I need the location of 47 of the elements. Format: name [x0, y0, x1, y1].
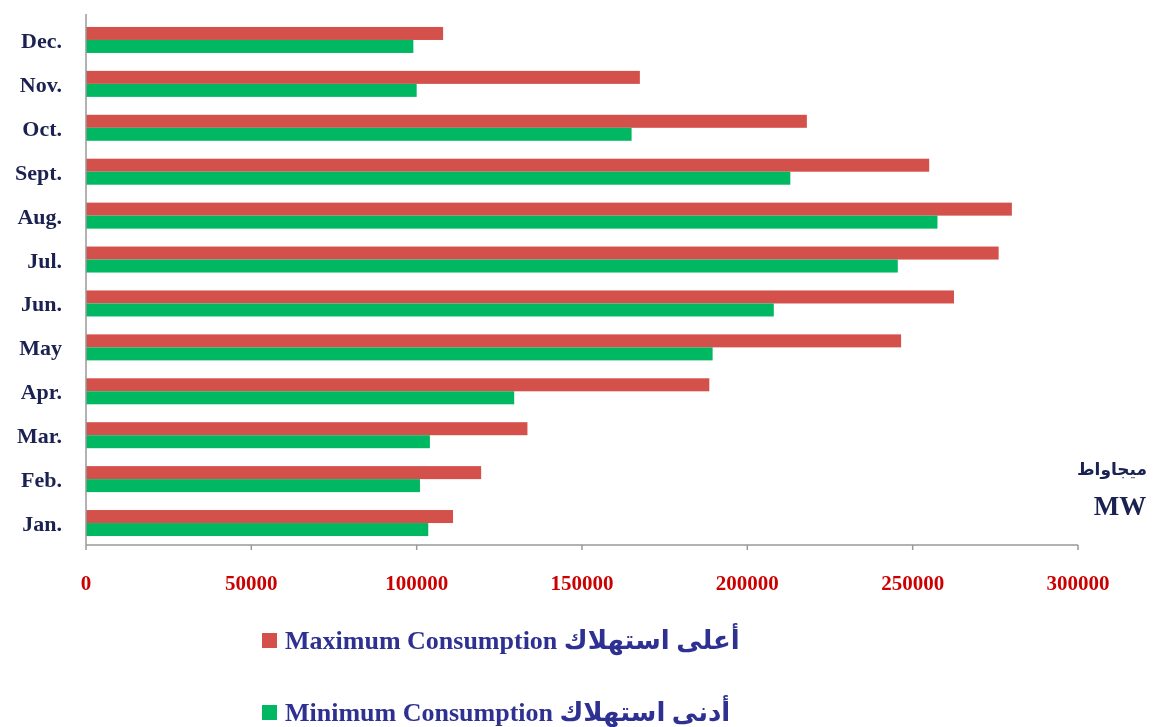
x-tick-label: 200000 [715, 571, 779, 595]
annotation: ميجاواط [1076, 459, 1148, 480]
bar [86, 127, 632, 141]
bar [86, 290, 954, 304]
bar [86, 334, 902, 348]
bar [86, 39, 414, 53]
bar [86, 435, 430, 449]
y-tick-label: Jul. [27, 247, 62, 273]
bar [86, 466, 482, 480]
bar [86, 479, 420, 493]
bar [86, 171, 791, 185]
bar [86, 246, 999, 260]
bar [86, 378, 710, 392]
legend-label: Minimum Consumption أدنى استهلاك [285, 695, 731, 727]
x-axis-title: MW [1093, 491, 1147, 521]
y-tick-label: Dec. [21, 27, 62, 53]
legend-label: Maximum Consumption أعلى استهلاك [285, 623, 740, 656]
bar [86, 347, 713, 361]
bar [86, 391, 515, 405]
bar [86, 259, 898, 273]
x-tick-label: 150000 [550, 571, 614, 595]
x-tick-label: 300000 [1046, 571, 1110, 595]
y-tick-label: May [19, 335, 62, 361]
bar [86, 202, 1012, 216]
y-tick-label: Apr. [20, 379, 62, 405]
x-tick-label: 100000 [385, 571, 449, 595]
y-tick-label: Mar. [16, 423, 62, 449]
y-tick-label: Oct. [22, 115, 62, 141]
y-tick-label: Jun. [21, 291, 62, 317]
bar [86, 523, 429, 537]
bar [86, 83, 417, 97]
bar [86, 422, 528, 436]
y-tick-label: Sept. [14, 159, 62, 185]
bar [86, 26, 444, 40]
bar [86, 114, 807, 128]
bar [86, 70, 640, 84]
x-tick-label: 250000 [881, 571, 945, 595]
bar [86, 303, 774, 317]
x-tick-label: 0 [80, 571, 92, 595]
y-tick-label: Nov. [19, 71, 62, 97]
y-tick-label: Jan. [22, 511, 62, 537]
bar [86, 215, 938, 229]
y-tick-label: Feb. [21, 467, 62, 493]
bar [86, 158, 930, 172]
x-tick-label: 50000 [225, 571, 278, 595]
bar [86, 510, 454, 524]
y-tick-label: Aug. [17, 203, 62, 229]
